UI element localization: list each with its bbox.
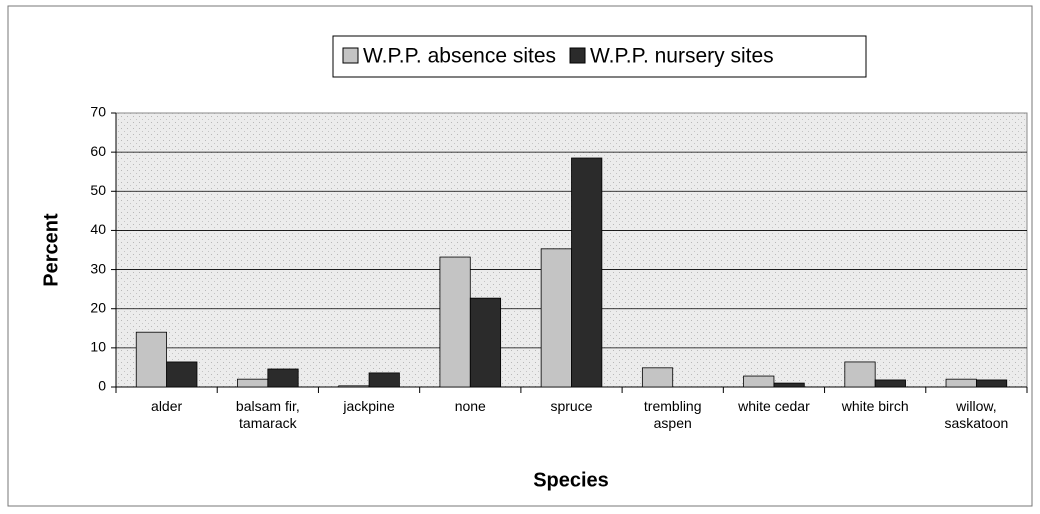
x-tick-label: spruce [550, 398, 592, 414]
bar [844, 361, 876, 388]
bar [135, 331, 168, 388]
bar [338, 385, 370, 388]
y-axis-title: Percent [40, 213, 62, 287]
bar [237, 378, 269, 388]
y-tick-label: 0 [98, 378, 106, 394]
x-tick-label: white birch [841, 398, 909, 414]
x-tick-label: willow, saskatoon [944, 398, 1008, 431]
y-tick-label: 60 [90, 143, 106, 159]
x-tick-label-line: aspen [654, 415, 692, 431]
legend-swatch [569, 47, 586, 64]
x-tick-label-line: alder [151, 398, 182, 414]
x-tick-label: white cedar [737, 398, 810, 414]
bar [469, 297, 502, 388]
y-tick-label: 40 [90, 221, 106, 237]
x-tick-label-line: trembling [644, 398, 702, 414]
x-axis-title: Species [533, 469, 609, 491]
legend-swatch [342, 47, 359, 64]
bar [874, 379, 906, 388]
bar [975, 379, 1008, 388]
x-tick-label-line: willow, [955, 398, 996, 414]
y-tick-label: 50 [90, 182, 106, 198]
x-tick-label-line: white cedar [737, 398, 810, 414]
bar [641, 367, 674, 388]
bar [945, 378, 977, 388]
bar [571, 157, 603, 388]
x-tick-label: none [455, 398, 486, 414]
x-tick-label-line: jackpine [342, 398, 395, 414]
legend-label: W.P.P. nursery sites [590, 45, 774, 68]
x-tick-label-line: saskatoon [944, 415, 1008, 431]
x-tick-label-line: balsam fir, [236, 398, 300, 414]
x-tick-label: alder [151, 398, 182, 414]
x-tick-label-line: none [455, 398, 486, 414]
bar [743, 375, 775, 388]
bar [540, 248, 572, 388]
y-tick-label: 30 [90, 260, 106, 276]
y-tick-label: 20 [90, 299, 106, 315]
bar [439, 256, 471, 388]
bar [773, 382, 805, 388]
legend-label: W.P.P. absence sites [363, 45, 556, 68]
x-tick-label-line: spruce [550, 398, 592, 414]
x-tick-label-line: white birch [841, 398, 909, 414]
bar [368, 372, 400, 388]
y-tick-label: 70 [90, 104, 106, 120]
legend-box [332, 35, 867, 78]
bar [267, 368, 299, 388]
x-tick-label: balsam fir, tamarack [236, 398, 300, 431]
x-tick-label-line: tamarack [239, 415, 298, 431]
bar [166, 361, 198, 388]
x-tick-label: jackpine [342, 398, 395, 414]
y-tick-label: 10 [90, 339, 106, 355]
x-tick-label: trembling aspen [644, 398, 702, 431]
